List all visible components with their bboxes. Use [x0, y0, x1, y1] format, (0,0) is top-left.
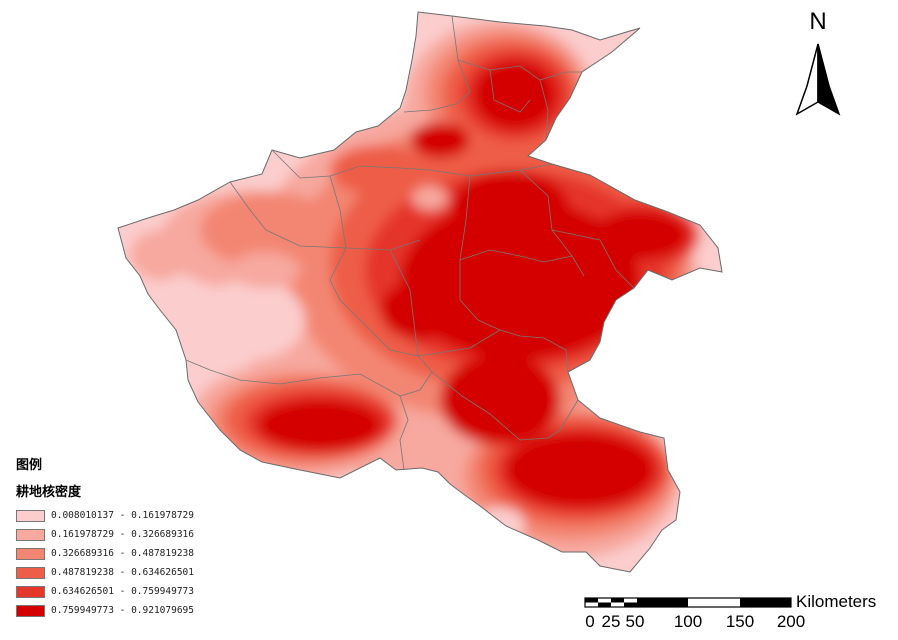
map-legend: 图例 耕地核密度 0.008010137 - 0.161978729 0.161…	[16, 454, 216, 621]
legend-item: 0.008010137 - 0.161978729	[16, 507, 216, 524]
north-arrow: N	[794, 8, 842, 120]
scale-tick: 150	[725, 612, 755, 631]
density-zone	[130, 230, 190, 280]
legend-swatch	[16, 585, 45, 598]
density-zone	[505, 432, 655, 508]
legend-swatch	[16, 566, 45, 579]
density-zone	[200, 192, 340, 268]
north-arrow-graphic	[795, 43, 841, 116]
scale-tick: 50	[625, 612, 645, 631]
legend-item: 0.487819238 - 0.634626501	[16, 564, 216, 581]
legend-label: 0.161978729 - 0.326689316	[51, 529, 194, 540]
scale-tick: 100	[673, 612, 703, 631]
legend-subtitle: 耕地核密度	[16, 485, 82, 500]
legend-swatch	[16, 604, 45, 617]
north-letter: N	[809, 8, 827, 35]
scale-tick: 200	[776, 612, 806, 631]
legend-swatch	[16, 528, 45, 541]
legend-item: 0.326689316 - 0.487819238	[16, 545, 216, 562]
density-zone	[195, 280, 305, 360]
density-zone	[450, 170, 570, 250]
legend-item: 0.634626501 - 0.759949773	[16, 583, 216, 600]
legend-swatch	[16, 509, 45, 522]
city-boundaries	[185, 15, 635, 471]
legend-items: 0.008010137 - 0.161978729 0.161978729 - …	[16, 507, 216, 619]
scale-unit: Kilometers	[796, 592, 877, 611]
density-zone	[230, 252, 300, 288]
density-zone	[400, 200, 640, 360]
density-zone	[330, 145, 430, 195]
legend-swatch	[16, 547, 45, 560]
density-zone	[592, 210, 688, 260]
density-zone	[258, 399, 382, 451]
legend-item: 0.161978729 - 0.326689316	[16, 526, 216, 543]
density-zone	[380, 280, 460, 340]
legend-item: 0.759949773 - 0.921079695	[16, 602, 216, 619]
density-zone	[475, 507, 525, 543]
density-zone	[410, 122, 470, 158]
density-zone	[440, 355, 560, 445]
legend-label: 0.759949773 - 0.921079695	[51, 605, 194, 616]
scale-bar: Kilometers 0 25 50 100 150 200	[584, 592, 894, 634]
legend-label: 0.487819238 - 0.634626501	[51, 567, 194, 578]
legend-title: 图例	[16, 458, 43, 473]
legend-label: 0.326689316 - 0.487819238	[51, 548, 194, 559]
scale-bar-graphic	[584, 597, 792, 608]
legend-label: 0.008010137 - 0.161978729	[51, 510, 194, 521]
scale-tick: 25	[601, 612, 621, 631]
density-zone	[412, 186, 448, 210]
legend-label: 0.634626501 - 0.759949773	[51, 586, 194, 597]
scale-tick: 0	[585, 612, 595, 631]
